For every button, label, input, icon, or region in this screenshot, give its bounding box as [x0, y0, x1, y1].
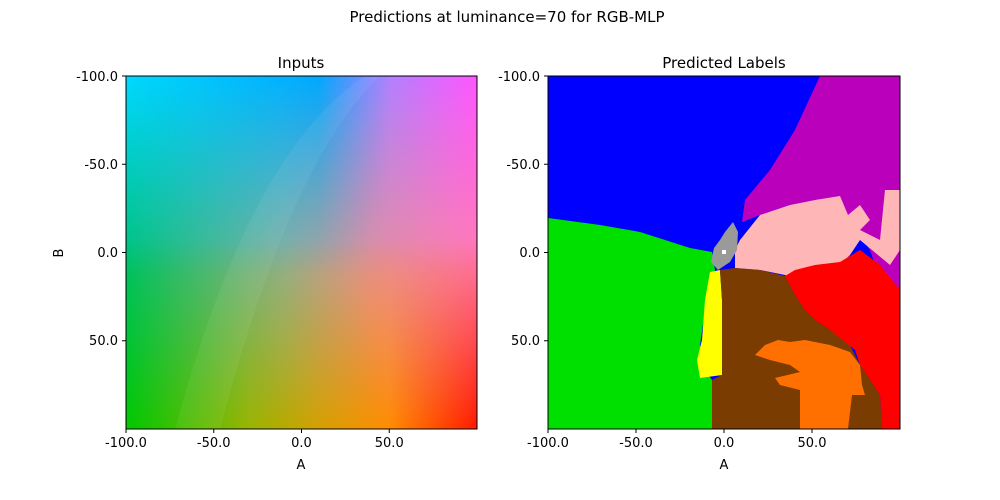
predicted-ytick: 0.0: [519, 246, 540, 261]
region-orange: [755, 340, 865, 429]
predicted-x-ticks: -100.0 -50.0 0.0 50.0: [527, 429, 826, 451]
predicted-xtick: 0.0: [714, 436, 735, 451]
inputs-ytick: 0.0: [97, 246, 118, 261]
inputs-x-ticks: -100.0 -50.0 0.0 50.0: [105, 429, 404, 451]
inputs-title: Inputs: [278, 54, 325, 72]
predicted-xtick: 50.0: [798, 436, 827, 451]
inputs-xtick: -50.0: [197, 436, 231, 451]
predicted-ytick: -50.0: [506, 158, 540, 173]
region-red: [785, 250, 900, 429]
inputs-xtick: 50.0: [375, 436, 404, 451]
inputs-ytick: 50.0: [89, 334, 118, 349]
inputs-xtick: 0.0: [291, 436, 312, 451]
predicted-ytick: -100.0: [498, 70, 540, 85]
predicted-panel: Predicted Labels: [498, 54, 901, 473]
inputs-ytick: -100.0: [76, 70, 118, 85]
predicted-xtick: -50.0: [619, 436, 653, 451]
inputs-xtick: -100.0: [105, 436, 147, 451]
inputs-panel: Inputs -100.0 -50.0 0.0 50.0 -100.0: [52, 54, 478, 473]
inputs-y-ticks: -100.0 -50.0 0.0 50.0: [76, 70, 126, 349]
figure-suptitle: Predictions at luminance=70 for RGB-MLP: [350, 8, 665, 26]
predicted-xtick: -100.0: [527, 436, 569, 451]
predicted-y-ticks: -100.0 -50.0 0.0 50.0: [498, 70, 548, 349]
region-yellow: [697, 270, 722, 378]
predicted-ytick: 50.0: [511, 334, 540, 349]
region-green: [548, 218, 715, 429]
inputs-image: [126, 76, 477, 429]
predicted-title: Predicted Labels: [662, 54, 786, 72]
inputs-ylabel: B: [52, 249, 67, 258]
inputs-ytick: -50.0: [84, 158, 118, 173]
predicted-xlabel: A: [720, 458, 729, 473]
region-white: [722, 250, 726, 254]
predicted-image: [548, 76, 900, 429]
inputs-xlabel: A: [297, 458, 306, 473]
region-pink: [735, 190, 900, 280]
region-grey: [711, 222, 738, 270]
